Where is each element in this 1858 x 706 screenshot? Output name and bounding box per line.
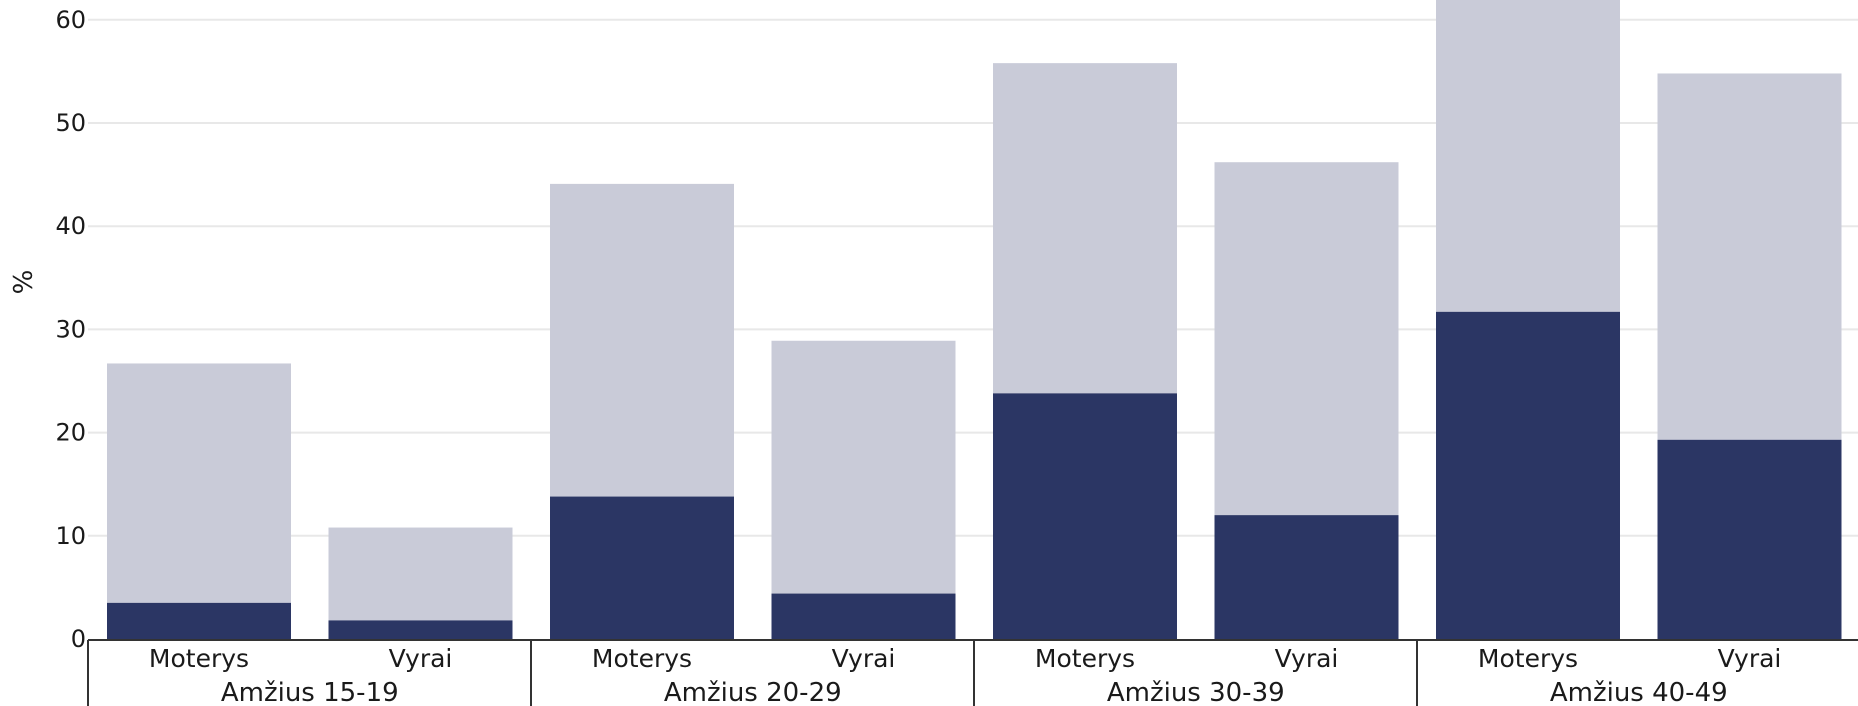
y-tick-label-20: 20 bbox=[55, 419, 86, 447]
category-label-0-0: Moterys bbox=[149, 644, 249, 673]
y-tick-label-30: 30 bbox=[55, 315, 86, 343]
bar-light-0-0 bbox=[107, 363, 291, 639]
bar-dark-3-0 bbox=[1436, 311, 1620, 639]
bar-light-1-1 bbox=[771, 340, 956, 639]
axes: 0 10 20 30 40 50 60 Moterys Vyrai Amžius 15-19 Mot… bbox=[55, 6, 1858, 706]
group-label-2: Amžius 30-39 bbox=[1107, 678, 1285, 706]
y-tick-label-60: 60 bbox=[55, 6, 86, 34]
category-label-2-1: Vyrai bbox=[1275, 644, 1339, 673]
bar-dark-0-0 bbox=[107, 602, 291, 639]
y-axis-label: % bbox=[9, 270, 39, 295]
group-label-3: Amžius 40-49 bbox=[1550, 678, 1728, 706]
y-tick-label-40: 40 bbox=[55, 212, 86, 240]
category-label-2-0: Moterys bbox=[1035, 644, 1135, 673]
y-tick-label-10: 10 bbox=[55, 522, 86, 550]
y-tick-label-50: 50 bbox=[55, 109, 86, 137]
group-label-1: Amžius 20-29 bbox=[664, 678, 842, 706]
group-label-0: Amžius 15-19 bbox=[221, 678, 399, 706]
bars bbox=[107, 0, 1842, 640]
bar-dark-2-1 bbox=[1214, 515, 1399, 639]
y-tick-label-0: 0 bbox=[71, 625, 86, 653]
bar-dark-1-1 bbox=[771, 593, 956, 639]
category-label-1-0: Moterys bbox=[592, 644, 692, 673]
category-label-3-0: Moterys bbox=[1478, 644, 1578, 673]
bar-dark-2-0 bbox=[993, 393, 1177, 639]
bar-dark-0-1 bbox=[328, 620, 513, 639]
bar-dark-1-0 bbox=[550, 496, 734, 639]
category-label-3-1: Vyrai bbox=[1718, 644, 1782, 673]
category-label-0-1: Vyrai bbox=[389, 644, 453, 673]
category-label-1-1: Vyrai bbox=[832, 644, 896, 673]
bar-dark-3-1 bbox=[1657, 439, 1842, 639]
